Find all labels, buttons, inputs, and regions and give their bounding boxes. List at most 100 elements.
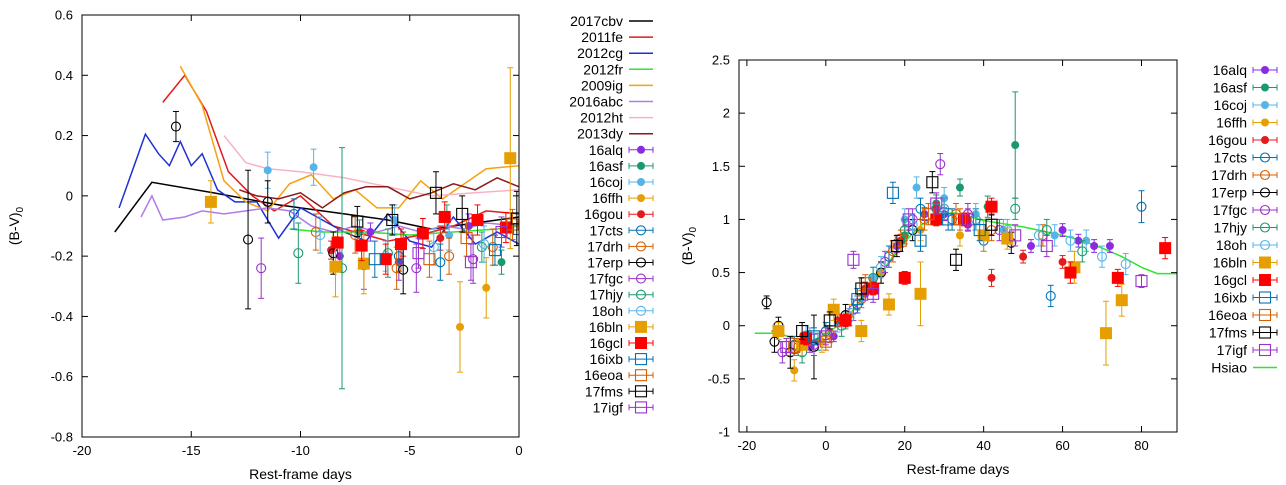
plot-area — [754, 91, 1177, 382]
y-tick-label: 1 — [723, 212, 730, 227]
legend-label-18oh: 18oh — [1216, 237, 1247, 253]
legend-key-16bln — [635, 320, 647, 333]
y-tick-label: 0.5 — [712, 265, 730, 280]
legend-key-17fms — [1258, 326, 1272, 339]
data-point-16alq — [1027, 242, 1035, 250]
data-point-17drh — [487, 242, 498, 253]
data-point-17drh — [824, 329, 835, 340]
data-point-16alq — [366, 228, 375, 237]
data-point-16asf — [1011, 141, 1020, 150]
data-point-16gcl — [379, 253, 392, 266]
x-tick-label: 0 — [822, 438, 829, 453]
x-tick-label: 80 — [1134, 438, 1148, 453]
legend-key-16coj — [637, 178, 645, 186]
data-point-16gcl — [839, 314, 852, 327]
legend-label-16ixb: 16ixb — [1214, 290, 1248, 306]
legend-key-16eoa — [1258, 308, 1272, 322]
data-point-16gou — [1019, 252, 1028, 261]
data-point-17fms — [351, 215, 364, 228]
x-tick-label: -20 — [73, 443, 92, 458]
data-point-17hjy — [1010, 203, 1021, 214]
data-point-16ixb — [807, 330, 821, 343]
legend-key-17fgc — [1259, 204, 1271, 216]
data-point-16alq — [1090, 242, 1099, 250]
legend: 2017cbv2011fe2012cg2012fr2009ig2016abc20… — [569, 13, 654, 415]
legend-label-2013dy: 2013dy — [577, 126, 623, 142]
data-point-17cts — [1045, 290, 1056, 302]
legend-key-16alq — [1261, 66, 1269, 74]
data-point-16gcl — [416, 227, 429, 240]
data-point-17igf — [961, 213, 974, 226]
legend-label-16eoa: 16eoa — [1208, 307, 1247, 323]
legend-key-17cts — [635, 225, 647, 236]
data-point-17igf — [495, 225, 508, 239]
legend-label-17erp: 17erp — [587, 255, 623, 271]
legend-label-2009ig: 2009ig — [581, 77, 623, 93]
data-point-16bln — [1115, 294, 1128, 307]
legend-label-17igf: 17igf — [593, 399, 623, 415]
data-point-16gcl — [1064, 266, 1077, 279]
data-point-16gcl — [471, 213, 484, 226]
data-point-16ffh — [790, 366, 799, 375]
data-point-18oh — [1033, 230, 1044, 241]
legend-key-16alq — [637, 145, 645, 154]
series-line-2012ht — [223, 135, 519, 197]
legend-key-16asf — [637, 161, 645, 170]
x-tick-label: -15 — [182, 443, 201, 458]
data-point-16ffh — [955, 231, 964, 240]
data-point-16gcl — [930, 213, 943, 226]
legend-label-17cts: 17cts — [1214, 150, 1247, 166]
data-point-17fms — [823, 314, 836, 327]
data-point-16eoa — [953, 213, 967, 226]
legend-label-16gcl: 16gcl — [590, 335, 623, 351]
data-point-16ixb — [512, 222, 519, 236]
data-point-17erp — [398, 264, 409, 275]
legend-label-17fgc: 17fgc — [589, 271, 623, 287]
data-point-16coj — [912, 183, 921, 192]
legend-label-17igf: 17igf — [1217, 342, 1247, 358]
data-point-17igf — [902, 213, 915, 226]
legend-key-17igf — [1258, 343, 1272, 357]
legend-label-17fms: 17fms — [1209, 325, 1247, 341]
data-point-16gcl — [985, 200, 998, 213]
legend-label-2017cbv: 2017cbv — [570, 13, 623, 29]
right-panel: -20 0 20 40 60 80 -1 -0.5 0 0.5 1 1.5 2 2.5 Rest-frame… — [679, 53, 1278, 477]
data-point-16ixb — [488, 244, 502, 257]
data-point-17drh — [391, 263, 402, 274]
data-point-16gcl — [395, 238, 408, 251]
data-point-16bln — [772, 325, 785, 338]
y-tick-label: 0.4 — [55, 68, 73, 83]
legend-key-16gcl — [1259, 274, 1271, 286]
y-axis-label: (B-V)0 — [679, 226, 699, 265]
legend-label-16bln: 16bln — [1213, 255, 1247, 271]
y-tick-label: 0 — [66, 188, 73, 203]
y-tick-label: 0.2 — [55, 128, 73, 143]
data-point-17igf — [780, 340, 793, 354]
series-line-2009ig — [179, 65, 519, 212]
data-point-16ixb — [914, 234, 927, 247]
data-point-17drh — [444, 251, 455, 262]
data-point-17fms — [949, 253, 963, 266]
legend-label-2012fr: 2012fr — [583, 61, 623, 77]
y-tick-label: 1.5 — [712, 159, 730, 174]
legend-label-17drh: 17drh — [1211, 167, 1247, 183]
legend-label-2012cg: 2012cg — [577, 45, 623, 61]
legend-label-16asf: 16asf — [1213, 80, 1247, 96]
data-point-17igf — [819, 330, 832, 343]
data-point-16gou — [436, 234, 445, 243]
legend-label-17drh: 17drh — [587, 238, 623, 254]
y-tick-label: -0.2 — [51, 249, 73, 264]
data-point-17fms — [429, 186, 443, 199]
x-axis-label: Rest-frame days — [249, 466, 352, 482]
series-line-2017cbv — [114, 181, 519, 233]
legend-label-2012ht: 2012ht — [580, 110, 623, 126]
legend-key-17fms — [634, 385, 648, 398]
data-point-16coj — [263, 166, 272, 175]
data-point-16gcl — [898, 271, 911, 284]
data-point-16eoa — [788, 340, 801, 354]
data-point-18oh — [315, 229, 326, 241]
data-point-17fms — [796, 324, 809, 338]
data-point-16gou — [987, 273, 996, 282]
